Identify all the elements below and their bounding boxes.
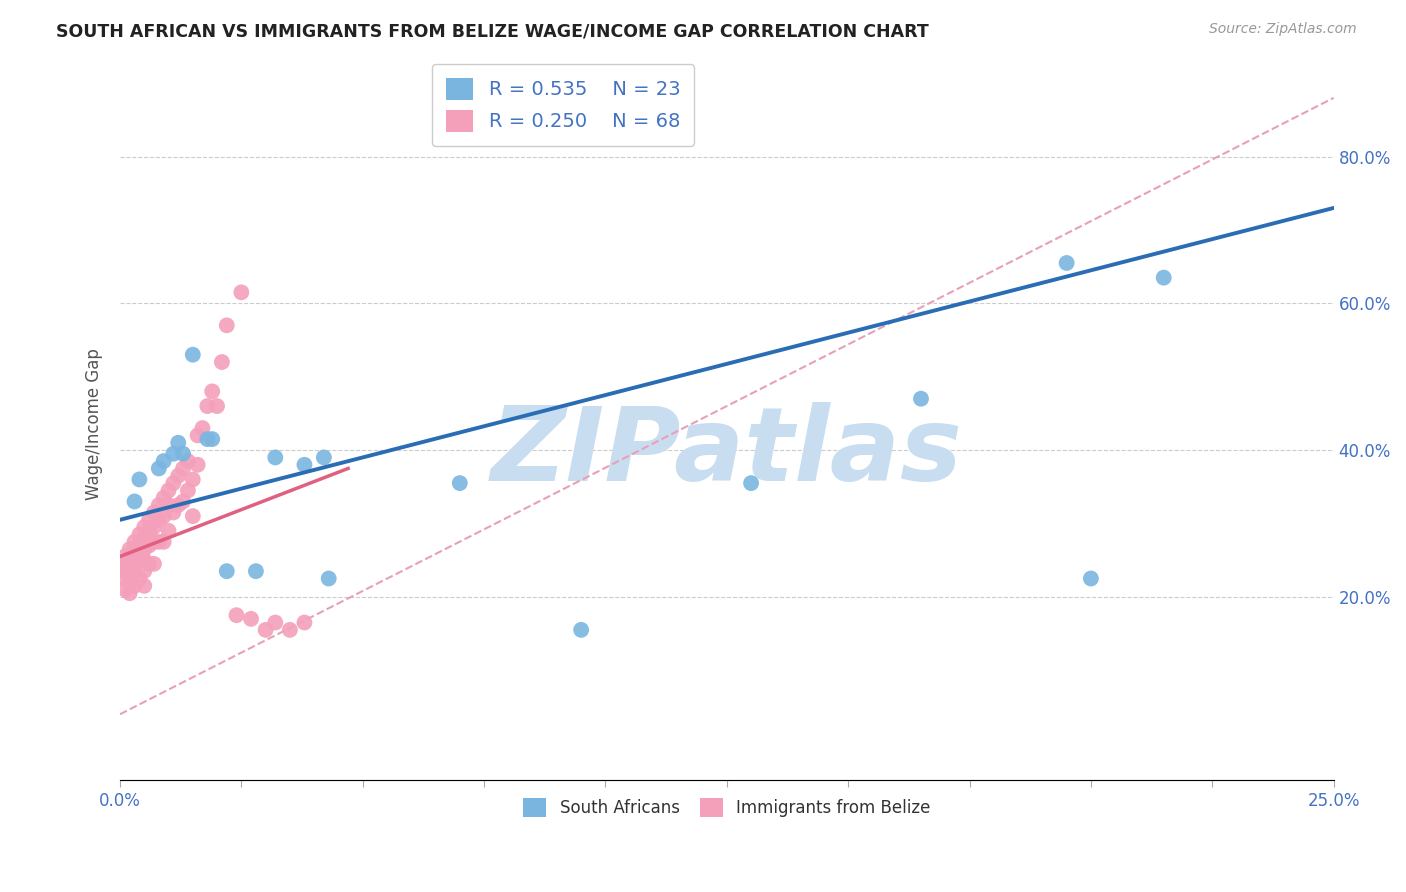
Point — [128, 527, 150, 541]
Point — [124, 494, 146, 508]
Point — [114, 549, 136, 564]
Point — [181, 509, 204, 524]
Point — [134, 520, 156, 534]
Point — [1080, 572, 1102, 586]
Point — [142, 557, 165, 571]
Point — [172, 461, 194, 475]
Point — [211, 355, 233, 369]
Point — [172, 447, 194, 461]
Point — [195, 432, 218, 446]
Point — [138, 513, 160, 527]
Point — [152, 454, 174, 468]
Point — [264, 615, 287, 630]
Point — [114, 564, 136, 578]
Point — [148, 498, 170, 512]
Point — [1056, 256, 1078, 270]
Point — [167, 435, 190, 450]
Y-axis label: Wage/Income Gap: Wage/Income Gap — [86, 349, 103, 500]
Point — [191, 421, 214, 435]
Point — [114, 557, 136, 571]
Point — [152, 491, 174, 505]
Point — [114, 582, 136, 597]
Point — [118, 549, 141, 564]
Point — [134, 531, 156, 545]
Point — [195, 399, 218, 413]
Point — [128, 539, 150, 553]
Point — [172, 494, 194, 508]
Text: SOUTH AFRICAN VS IMMIGRANTS FROM BELIZE WAGE/INCOME GAP CORRELATION CHART: SOUTH AFRICAN VS IMMIGRANTS FROM BELIZE … — [56, 22, 929, 40]
Point — [142, 520, 165, 534]
Point — [118, 564, 141, 578]
Point — [134, 542, 156, 557]
Point — [134, 564, 156, 578]
Point — [294, 458, 316, 472]
Point — [124, 553, 146, 567]
Point — [138, 524, 160, 538]
Point — [142, 506, 165, 520]
Point — [138, 557, 160, 571]
Point — [740, 476, 762, 491]
Point — [240, 612, 263, 626]
Point — [264, 450, 287, 465]
Point — [225, 608, 247, 623]
Point — [157, 483, 180, 498]
Point — [1153, 270, 1175, 285]
Point — [318, 572, 340, 586]
Point — [148, 461, 170, 475]
Point — [910, 392, 932, 406]
Point — [162, 476, 184, 491]
Point — [231, 285, 253, 300]
Point — [124, 542, 146, 557]
Point — [205, 399, 228, 413]
Point — [124, 534, 146, 549]
Point — [114, 572, 136, 586]
Point — [148, 534, 170, 549]
Point — [148, 513, 170, 527]
Point — [254, 623, 277, 637]
Point — [294, 615, 316, 630]
Point — [134, 579, 156, 593]
Point — [134, 553, 156, 567]
Point — [187, 428, 209, 442]
Point — [167, 498, 190, 512]
Point — [201, 384, 224, 399]
Point — [215, 318, 238, 333]
Point — [157, 498, 180, 512]
Point — [152, 534, 174, 549]
Point — [187, 458, 209, 472]
Point — [128, 572, 150, 586]
Point — [201, 432, 224, 446]
Point — [128, 549, 150, 564]
Point — [118, 575, 141, 590]
Point — [118, 586, 141, 600]
Point — [162, 447, 184, 461]
Text: ZIPatlas: ZIPatlas — [491, 402, 963, 503]
Point — [152, 509, 174, 524]
Point — [162, 506, 184, 520]
Point — [449, 476, 471, 491]
Legend: South Africans, Immigrants from Belize: South Africans, Immigrants from Belize — [515, 789, 939, 825]
Point — [181, 472, 204, 486]
Point — [124, 564, 146, 578]
Text: Source: ZipAtlas.com: Source: ZipAtlas.com — [1209, 22, 1357, 37]
Point — [245, 564, 267, 578]
Point — [215, 564, 238, 578]
Point — [128, 472, 150, 486]
Point — [157, 524, 180, 538]
Point — [569, 623, 592, 637]
Point — [167, 468, 190, 483]
Point — [177, 454, 200, 468]
Point — [118, 542, 141, 557]
Point — [278, 623, 301, 637]
Point — [177, 483, 200, 498]
Point — [312, 450, 335, 465]
Point — [118, 557, 141, 571]
Point — [138, 539, 160, 553]
Point — [124, 579, 146, 593]
Point — [181, 348, 204, 362]
Point — [142, 534, 165, 549]
